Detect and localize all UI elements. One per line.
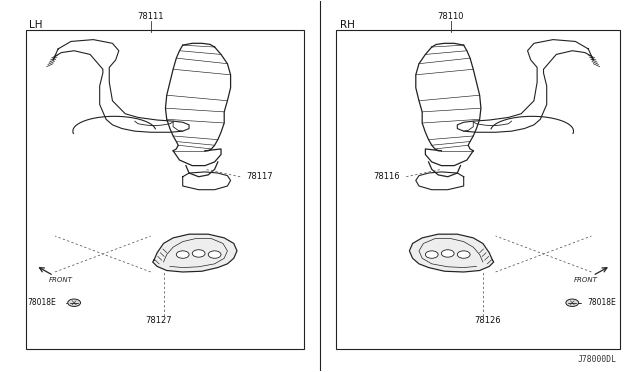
Circle shape — [458, 251, 470, 258]
Circle shape — [192, 250, 205, 257]
Text: LH: LH — [29, 20, 43, 30]
Circle shape — [426, 251, 438, 258]
Text: 78110: 78110 — [438, 12, 464, 21]
Text: 78126: 78126 — [474, 316, 500, 325]
Circle shape — [208, 251, 221, 258]
Text: FRONT: FRONT — [574, 277, 598, 283]
Circle shape — [68, 299, 81, 307]
Circle shape — [176, 251, 189, 258]
Text: RH: RH — [340, 20, 355, 30]
Bar — [26, 31, 304, 349]
Circle shape — [566, 299, 579, 307]
Polygon shape — [153, 234, 237, 272]
Text: 78018E: 78018E — [28, 298, 56, 307]
Text: 78117: 78117 — [246, 172, 273, 181]
Circle shape — [442, 250, 454, 257]
Text: J78000DL: J78000DL — [578, 355, 617, 364]
Text: 78127: 78127 — [146, 316, 172, 325]
Text: 78116: 78116 — [373, 172, 400, 181]
Polygon shape — [410, 234, 493, 272]
Text: 78018E: 78018E — [587, 298, 616, 307]
Text: 78111: 78111 — [138, 12, 164, 21]
Bar — [336, 31, 620, 349]
Text: FRONT: FRONT — [49, 277, 72, 283]
